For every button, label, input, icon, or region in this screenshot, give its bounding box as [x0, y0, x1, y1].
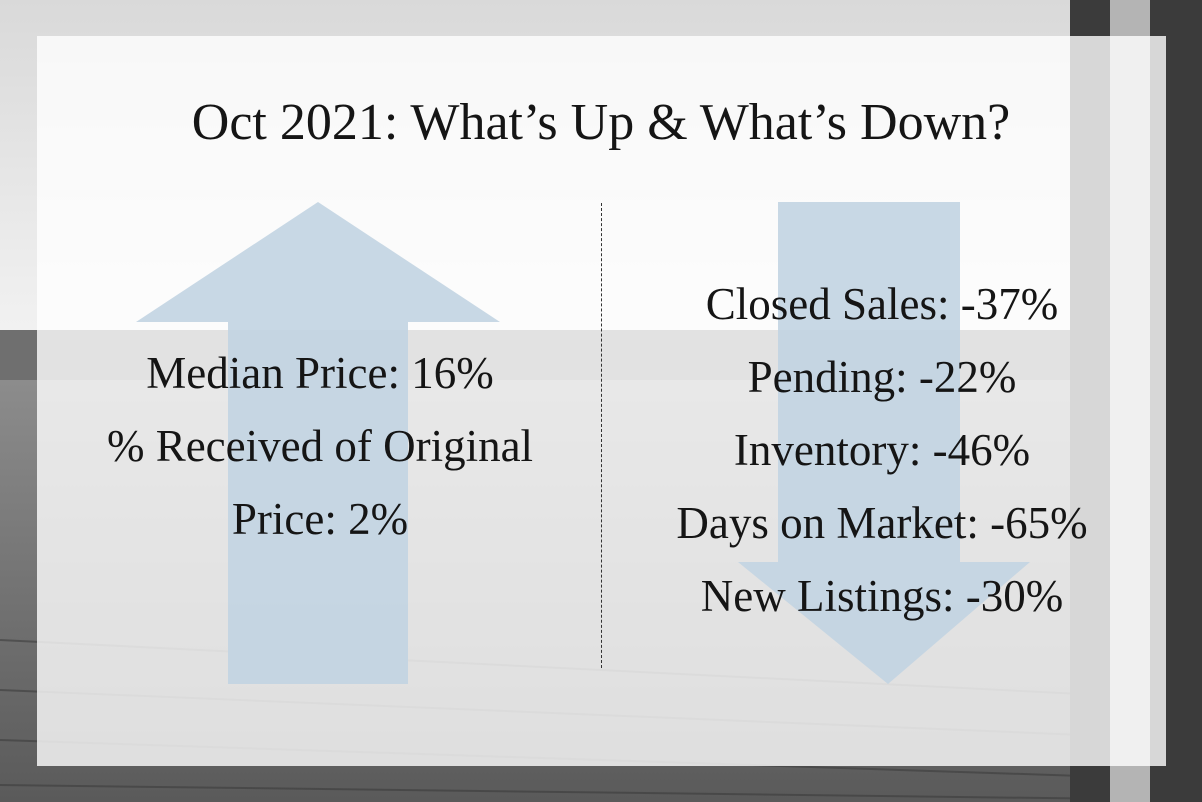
down-stat-inventory: Inventory: -46% — [733, 425, 1031, 475]
up-stat-received-original-1: % Received of Original — [106, 421, 534, 471]
down-stat-new-listings: New Listings: -30% — [700, 571, 1064, 621]
up-stat-median-price: Median Price: 16% — [146, 348, 494, 398]
down-stats: Closed Sales: -37% Pending: -22% Invento… — [620, 268, 1144, 633]
page-title: Oct 2021: What’s Up & What’s Down? — [191, 94, 1011, 151]
arrow-down-icon — [738, 202, 1030, 684]
down-stat-closed-sales: Closed Sales: -37% — [705, 279, 1059, 329]
arrow-up-icon — [136, 202, 500, 684]
up-stats: Median Price: 16% % Received of Original… — [60, 337, 580, 556]
center-divider — [601, 203, 602, 668]
up-stat-received-original-2: Price: 2% — [231, 494, 409, 544]
down-stat-pending: Pending: -22% — [747, 352, 1017, 402]
down-stat-days-on-market: Days on Market: -65% — [676, 498, 1088, 548]
